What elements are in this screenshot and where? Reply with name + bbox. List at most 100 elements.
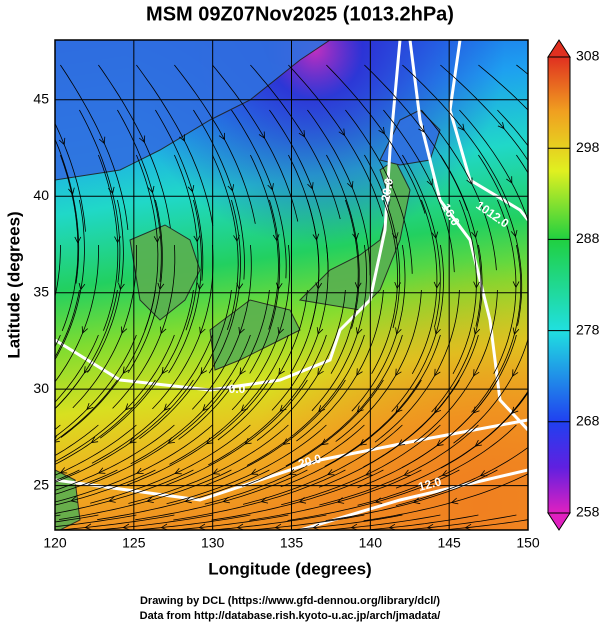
stream-arrow (167, 437, 175, 444)
stream-arrow (122, 366, 130, 375)
stream-arrow (395, 327, 402, 335)
stream-arrow (267, 183, 274, 191)
stream-arrow (160, 523, 168, 530)
stream-arrow (282, 438, 291, 445)
streamline (55, 469, 118, 495)
stream-arrow (197, 282, 204, 291)
stream-arrow (86, 402, 94, 411)
colorbar-tick-label: 268 (576, 413, 599, 429)
stream-arrow (338, 128, 345, 137)
colorbar-tick-label: 298 (576, 139, 599, 155)
x-tick-label: 150 (516, 535, 540, 551)
stream-arrow (97, 467, 106, 474)
streamline (55, 514, 61, 517)
stream-arrow (187, 185, 195, 193)
stream-arrow (238, 326, 245, 335)
stream-arrow (184, 496, 192, 504)
y-tick-label: 40 (33, 187, 49, 203)
stream-arrow (378, 126, 385, 135)
stream-arrow (506, 176, 513, 184)
stream-arrow (274, 523, 282, 530)
land (55, 40, 441, 530)
stream-arrow (121, 326, 128, 335)
stream-arrow (586, 174, 592, 181)
stream-arrow (205, 437, 214, 445)
stream-arrow (577, 119, 583, 125)
stream-arrow (200, 367, 207, 375)
credit: Data from http://database.rish.kyoto-u.a… (140, 610, 441, 622)
stream-arrow (356, 405, 364, 413)
stream-arrow (431, 231, 439, 239)
stream-arrow (316, 327, 324, 335)
stream-arrow (47, 524, 53, 530)
stream-arrow (317, 368, 324, 376)
stream-arrow (258, 131, 266, 139)
stream-arrow (479, 470, 488, 477)
x-tick-label: 125 (122, 535, 146, 551)
stream-arrow (218, 132, 226, 141)
stream-arrow (10, 402, 16, 408)
y-tick-label: 25 (33, 476, 49, 492)
stream-arrow (199, 326, 206, 335)
stream-arrow (434, 327, 441, 335)
stream-arrow (275, 282, 283, 290)
stream-arrow (174, 468, 182, 475)
stream-arrow (497, 122, 505, 130)
streamline (0, 290, 3, 435)
colorbar-tick-label: 288 (576, 230, 599, 246)
streamline (478, 64, 528, 111)
stream-arrow (163, 403, 171, 411)
stream-arrow (450, 497, 459, 505)
stream-arrow (359, 439, 367, 446)
colorbar-extend-bottom (547, 512, 571, 531)
x-tick-label: 145 (437, 535, 461, 551)
streamline (0, 425, 22, 501)
stream-arrow (318, 405, 326, 413)
plot-frame (54, 39, 529, 531)
stream-arrow (212, 468, 220, 475)
stream-arrow (473, 369, 480, 377)
stream-arrow (43, 326, 49, 333)
stream-arrow (236, 523, 244, 530)
streamline (55, 514, 99, 523)
stream-arrow (277, 327, 284, 335)
stream-arrow (236, 282, 244, 290)
stream-arrow (178, 134, 185, 142)
stream-arrow (473, 281, 480, 289)
stream-arrow (74, 236, 82, 244)
stream-arrow (347, 181, 354, 189)
x-tick-label: 120 (43, 535, 67, 551)
y-axis-label: Latitude (degrees) (4, 211, 23, 358)
stream-arrow (70, 496, 78, 503)
streamline (55, 334, 99, 403)
colorbar-body (547, 56, 571, 514)
stream-arrow (307, 182, 314, 190)
x-tick-label: 130 (201, 535, 225, 551)
streamline (21, 155, 38, 331)
stream-arrow (433, 281, 441, 289)
stream-arrow (356, 368, 363, 376)
stream-arrow (114, 236, 121, 244)
stream-arrow (146, 496, 154, 503)
stream-arrow (157, 282, 165, 291)
x-tick-label: 135 (280, 535, 304, 551)
stream-arrow (395, 405, 403, 414)
streamline (55, 289, 80, 358)
stream-arrow (81, 326, 88, 334)
streamline (497, 109, 528, 147)
stream-arrow (352, 232, 359, 241)
stream-arrow (68, 187, 75, 196)
stream-arrow (356, 327, 363, 335)
stream-arrow (418, 125, 425, 133)
contour-label: 20.0 (378, 177, 396, 203)
stream-arrow (122, 523, 130, 530)
streamline (55, 514, 137, 528)
x-axis-label: Longitude (degrees) (208, 559, 371, 578)
stream-arrow (239, 367, 246, 376)
stream-arrow (138, 135, 146, 144)
title: MSM 09Z07Nov2025 (1013.2hPa) (146, 3, 454, 25)
stream-arrow (473, 327, 480, 335)
stream-arrow (474, 439, 482, 447)
stream-arrow (118, 282, 125, 291)
contour-label: 12.0 (417, 474, 443, 494)
